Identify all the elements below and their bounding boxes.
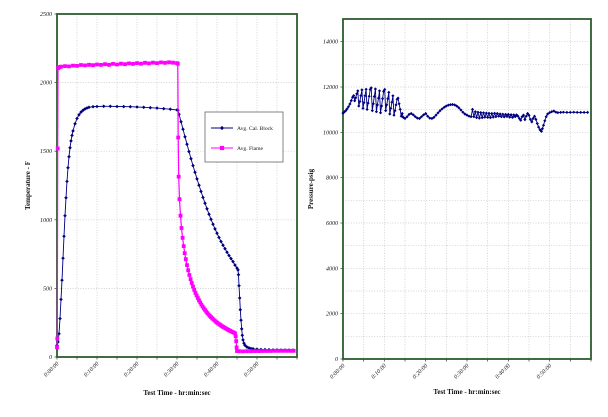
y-axis-title: Pressure-psig <box>307 168 315 209</box>
series-avg-flame <box>55 60 296 354</box>
svg-text:12000: 12000 <box>323 85 338 91</box>
x-axis-title: Test Time - hr:min:sec <box>143 389 210 397</box>
svg-text:0: 0 <box>49 355 52 361</box>
plot-frame <box>342 18 592 360</box>
legend: Avg. Cal. Block Avg. Flame <box>204 111 284 163</box>
svg-text:0: 0 <box>335 357 338 363</box>
legend-box <box>204 111 284 163</box>
pressure-chart: 0 2000 4000 6000 8000 10000 12000 14000 0:00:00 0… <box>304 0 608 417</box>
svg-text:1000: 1000 <box>40 218 52 224</box>
series-pressure <box>341 86 590 133</box>
svg-text:500: 500 <box>43 286 52 292</box>
svg-text:4000: 4000 <box>326 265 338 272</box>
chart-background <box>304 0 608 417</box>
svg-text:6000: 6000 <box>326 221 338 227</box>
series-markers <box>341 86 590 133</box>
y-axis-title: Temperature - F <box>24 161 32 210</box>
y-tick-labels: 0 2000 4000 6000 8000 10000 12000 14000 <box>323 39 338 363</box>
svg-text:8000: 8000 <box>326 176 338 182</box>
legend-sample-marker <box>219 125 225 131</box>
series-avg-cal-block <box>55 104 295 352</box>
temperature-chart: 0 500 1000 1500 2000 2500 0:00:00 0:10:00 0:20:0… <box>24 12 298 397</box>
legend-sample-marker <box>219 145 225 151</box>
x-axis-title: Test Time - hr:min:sec <box>433 388 500 396</box>
svg-text:2000: 2000 <box>326 312 338 318</box>
svg-text:1500: 1500 <box>40 149 52 155</box>
svg-text:10000: 10000 <box>323 130 338 136</box>
legend-label: Avg. Flame <box>237 146 264 152</box>
legend-label: Avg. Cal. Block <box>237 126 273 132</box>
gridlines <box>343 19 591 359</box>
gridlines <box>57 14 297 357</box>
plot-frame <box>56 13 298 358</box>
svg-text:2500: 2500 <box>40 12 52 18</box>
y-tick-labels: 0 500 1000 1500 2000 2500 <box>40 12 52 361</box>
svg-text:14000: 14000 <box>323 39 338 46</box>
svg-text:2000: 2000 <box>40 81 52 87</box>
